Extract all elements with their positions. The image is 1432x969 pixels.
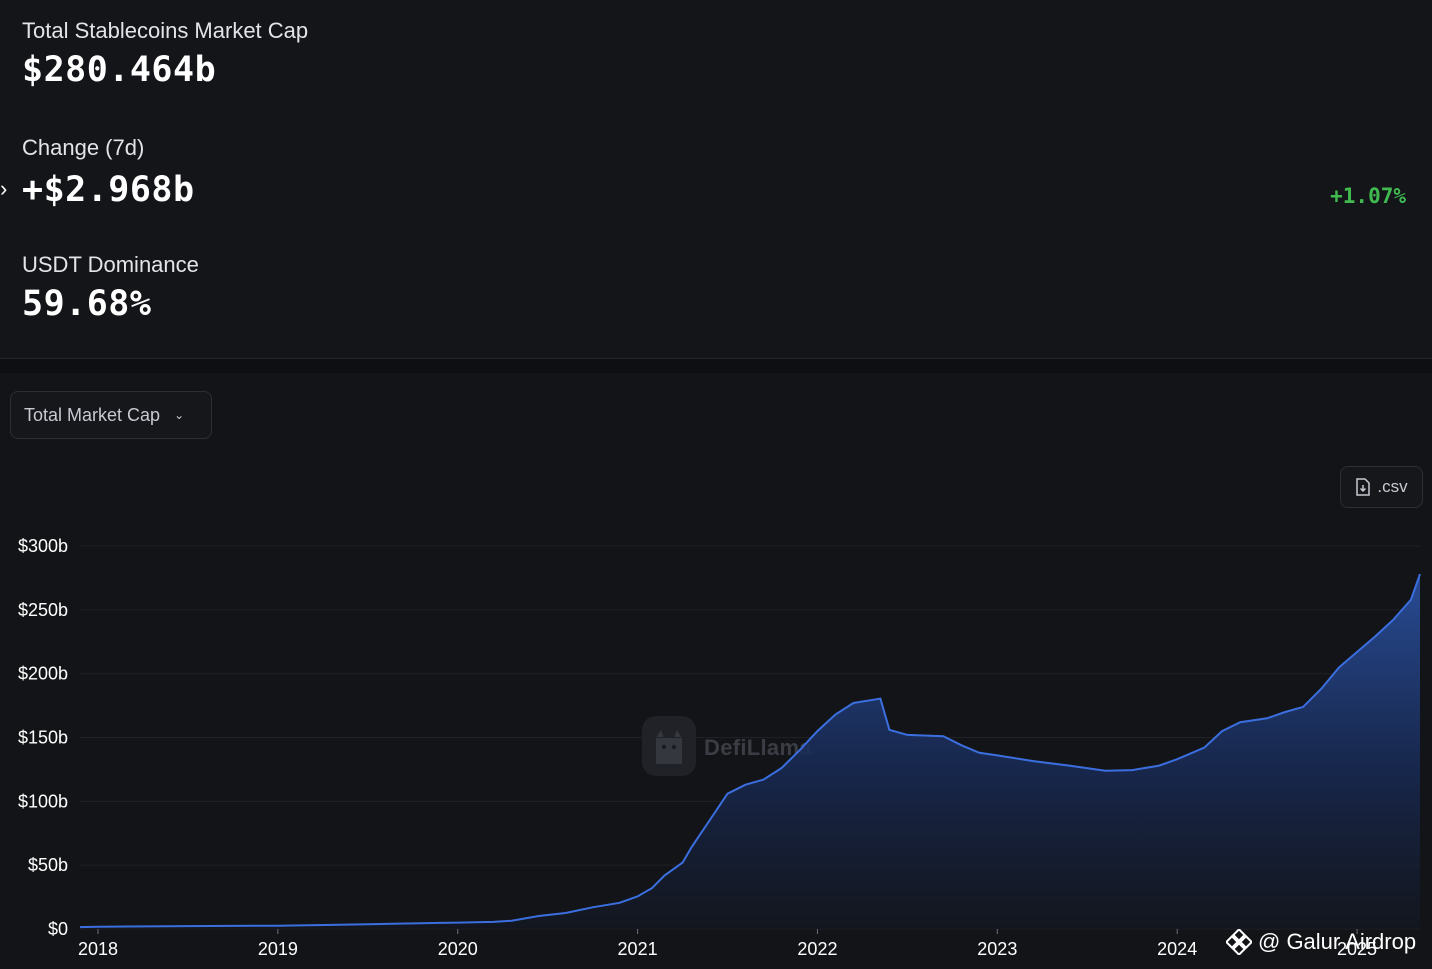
market-cap-chart: $0 $50b $100b $150b $200b $250b $300b 2018 2019… — [18, 536, 1421, 959]
file-download-icon — [1356, 478, 1371, 496]
csv-label: .csv — [1377, 477, 1408, 496]
x-tick-label: 2019 — [258, 939, 298, 959]
series-area — [80, 574, 1420, 929]
y-tick-label: $150b — [18, 728, 68, 748]
chevron-right-icon[interactable]: › — [0, 176, 8, 201]
y-tick-label: $50b — [28, 855, 68, 875]
metric-select-label: Total Market Cap — [24, 404, 161, 425]
x-tick-label: 2018 — [78, 939, 118, 959]
x-tick-label: 2021 — [618, 939, 658, 959]
x-tick-label: 2020 — [438, 939, 478, 959]
binance-icon — [1226, 929, 1252, 955]
section-divider — [0, 358, 1432, 373]
usdt-dominance-label: USDT Dominance — [22, 252, 199, 277]
total-mcap-label: Total Stablecoins Market Cap — [22, 18, 309, 43]
series-line — [79, 573, 1421, 929]
y-tick-label: $0 — [48, 919, 68, 939]
y-tick-label: $300b — [18, 536, 68, 556]
change-7d-percent: +1.07% — [1330, 184, 1406, 208]
x-tick-label: 2023 — [977, 939, 1017, 959]
change-7d-value: +$2.968b — [22, 170, 195, 210]
x-tick-label: 2024 — [1157, 939, 1197, 959]
metric-select[interactable]: Total Market Cap ⌄ — [10, 391, 212, 439]
overlay-credit: @ Galur Airdrop — [1226, 929, 1416, 955]
total-mcap-value: $280.464b — [22, 50, 217, 90]
y-tick-label: $250b — [18, 600, 68, 620]
usdt-dominance-value: 59.68% — [22, 284, 152, 324]
chevron-down-icon: ⌄ — [174, 408, 185, 422]
download-csv-button[interactable]: .csv — [1340, 466, 1423, 508]
x-axis: 2018 2019 2020 2021 2022 2023 2024 2025 — [78, 929, 1377, 959]
defillama-logo-icon — [642, 716, 696, 781]
y-axis: $0 $50b $100b $150b $200b $250b $300b — [18, 536, 68, 939]
x-tick-label: 2025 — [1337, 939, 1377, 959]
change-7d-label: Change (7d) — [22, 135, 145, 160]
overlay-credit-text: @ Galur Airdrop — [1258, 929, 1417, 954]
stats-panel: Total Stablecoins Market Cap $280.464b C… — [0, 0, 1432, 358]
x-tick-label: 2022 — [797, 939, 837, 959]
y-tick-label: $100b — [18, 791, 68, 811]
y-tick-label: $200b — [18, 664, 68, 684]
